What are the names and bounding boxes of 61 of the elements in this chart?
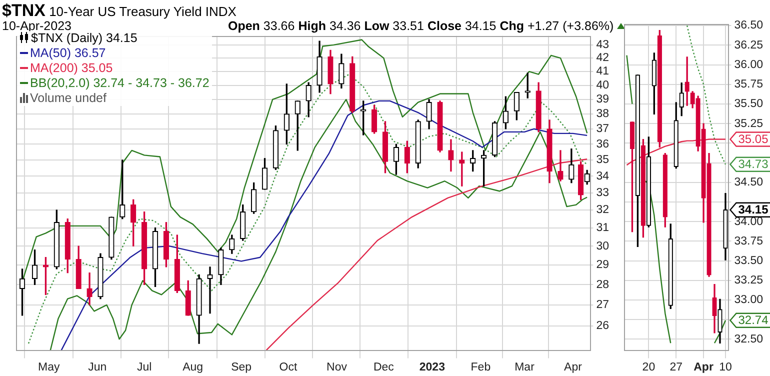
y-tick-label: 33.50 — [734, 254, 764, 267]
annotation: 34.15 — [738, 202, 769, 217]
y-tick-label: 33.75 — [734, 235, 764, 248]
line-series — [686, 24, 726, 165]
y-tick-label: 35.25 — [734, 118, 764, 130]
chart-subtitle: 10-Apr-2023 — [2, 19, 72, 33]
legend-label: MA(200) 35.05 — [30, 61, 113, 75]
x-tick-label: Apr — [564, 361, 582, 374]
x-tick-label: Sep — [231, 361, 252, 374]
legend-label: BB(20,2.0) 32.74 - 34.73 - 36.72 — [30, 76, 210, 90]
chart-title: $TNX 10-Year US Treasury Yield INDX — [2, 1, 236, 20]
legend-label: $TNX (Daily) 34.15 — [31, 31, 138, 45]
y-tick-label: 30 — [596, 240, 610, 252]
y-tick-label: 35.75 — [734, 78, 764, 91]
candlestick — [86, 272, 92, 306]
y-tick-label: 34 — [596, 170, 610, 182]
y-tick-label: 32 — [596, 204, 610, 216]
y-tick-label: 33.25 — [734, 274, 764, 287]
y-tick-label: 33.00 — [734, 294, 764, 306]
y-tick-label: 26 — [596, 320, 610, 332]
x-tick-label: Aug — [182, 361, 204, 374]
annotation: 35.05 — [738, 132, 769, 146]
x-tick-label: 20 — [642, 361, 656, 374]
y-tick-label: 35 — [596, 154, 610, 166]
legend-label: MA(50) 36.57 — [30, 46, 106, 60]
y-tick-label: 38 — [596, 108, 610, 120]
y-tick-label: 41 — [596, 66, 610, 78]
y-tick-label: 36 — [596, 138, 610, 150]
x-tick-label: Jun — [88, 361, 107, 374]
y-tick-label: 27 — [596, 299, 610, 312]
x-tick-label: Jul — [136, 361, 152, 374]
y-tick-label: 29 — [596, 259, 610, 272]
y-tick-label: 39 — [596, 94, 610, 106]
y-tick-label: 28 — [596, 278, 610, 291]
x-tick-label: 10 — [719, 361, 732, 374]
y-tick-label: 42 — [596, 52, 610, 64]
x-tick-label: Mar — [514, 361, 535, 374]
annotation: 32.74 — [738, 313, 769, 328]
annotation: Volume undef — [30, 91, 106, 105]
y-tick-label: 36.00 — [734, 58, 764, 71]
y-tick-label: 40 — [596, 80, 610, 92]
x-tick-label: Oct — [279, 361, 298, 374]
x-tick-label: Apr — [694, 361, 714, 374]
x-tick-label: 2023 — [419, 361, 445, 374]
y-tick-label: 43 — [596, 39, 610, 52]
x-tick-label: Dec — [373, 361, 394, 374]
x-tick-label: May — [38, 361, 60, 374]
y-tick-label: 34.50 — [734, 176, 764, 189]
text: Open 33.66 High 34.36 Low 33.51 Close 34.15 Chg +1.27 (+3.86%) — [228, 19, 614, 33]
x-tick-label: Feb — [470, 361, 491, 374]
y-tick-label: 35.50 — [734, 98, 764, 110]
y-tick-label: 33 — [596, 187, 610, 199]
y-tick-label: 36.50 — [734, 20, 764, 32]
y-tick-label: 32.50 — [734, 333, 764, 346]
y-tick-label: 31 — [596, 222, 610, 234]
annotation: 34.73 — [738, 157, 769, 172]
x-tick-label: 27 — [670, 361, 683, 374]
candlestick — [207, 266, 213, 314]
y-tick-label: 36.25 — [734, 39, 764, 52]
x-tick-label: Nov — [326, 361, 348, 374]
y-tick-label: 37 — [596, 123, 610, 136]
